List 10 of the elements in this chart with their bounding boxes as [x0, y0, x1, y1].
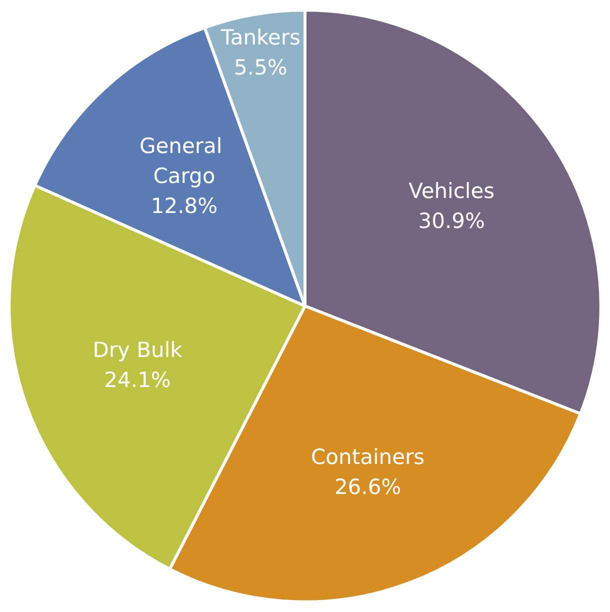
slice-label: Vehicles — [408, 178, 495, 203]
data-label: 30.9% — [418, 208, 485, 233]
data-label: 24.1% — [104, 368, 171, 392]
slice-label: Dry Bulk — [92, 338, 184, 362]
data-label: 12.8% — [150, 194, 218, 218]
data-label: 5.5% — [234, 55, 288, 80]
data-label: 26.6% — [334, 475, 402, 500]
slice-label: General Cargo — [139, 134, 229, 188]
slice-label: Tankers — [220, 25, 300, 50]
slice-label: Containers — [311, 445, 425, 470]
